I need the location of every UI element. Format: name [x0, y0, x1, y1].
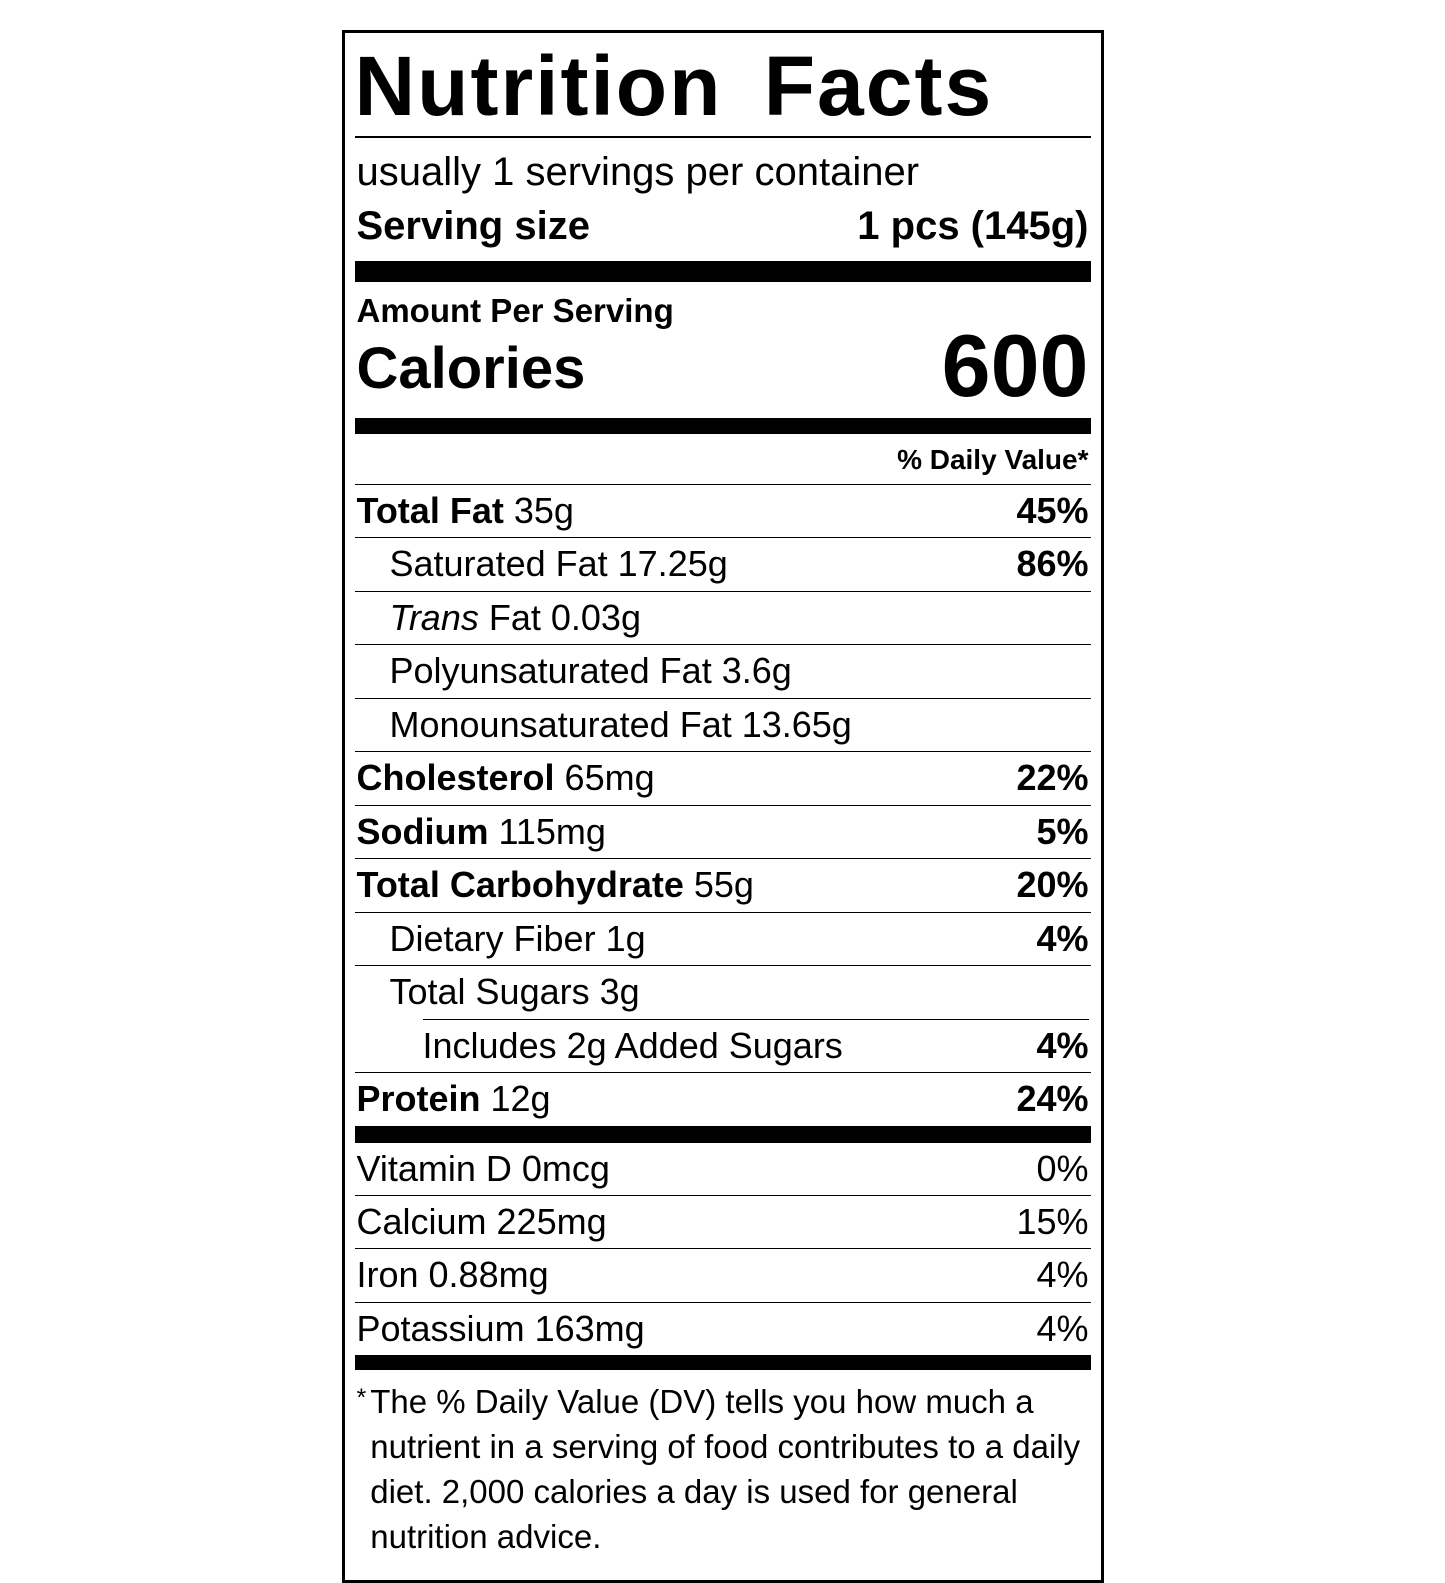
- footnote-asterisk: *: [356, 1384, 367, 1413]
- nutrient-name: Iron 0.88mg: [356, 1254, 549, 1296]
- label-title: Nutrition Facts: [354, 39, 994, 133]
- nutrient-name: Saturated Fat 17.25g: [389, 543, 728, 585]
- nutrient-name: Total Fat 35g: [356, 489, 574, 531]
- nutrient-row: Monounsaturated Fat 13.65g: [354, 697, 1091, 751]
- thick-bar-calories: [354, 417, 1091, 434]
- nutrient-row: Potassium 163mg 4%: [354, 1301, 1091, 1355]
- nutrient-row: Iron 0.88mg 4%: [354, 1248, 1091, 1301]
- nutrient-name: Cholesterol 65mg: [356, 757, 655, 799]
- serving-size-value: 1 pcs (145g): [857, 203, 1089, 248]
- nutrient-row: Sodium 115mg 5%: [354, 804, 1091, 858]
- nutrient-row: Protein 12g 24%: [354, 1072, 1091, 1125]
- footnote: * The % Daily Value (DV) tells you how m…: [355, 1370, 1091, 1564]
- daily-value: 4%: [1036, 1307, 1089, 1349]
- nutrient-name: Dietary Fiber 1g: [389, 917, 646, 959]
- thick-bar-protein: [354, 1125, 1091, 1143]
- daily-value: 15%: [1016, 1200, 1089, 1242]
- daily-value: 0%: [1036, 1147, 1089, 1189]
- daily-value: 45%: [1016, 489, 1089, 531]
- nutrition-facts-label: Nutrition Facts usually 1 servings per c…: [341, 30, 1104, 1583]
- nutrient-name: Sodium 115mg: [356, 810, 606, 852]
- nutrient-name: Polyunsaturated Fat 3.6g: [389, 650, 792, 692]
- thick-bar-top: [354, 260, 1091, 282]
- nutrient-row: Cholesterol 65mg 22%: [354, 751, 1091, 804]
- nutrient-row: Dietary Fiber 1g 4%: [354, 911, 1091, 965]
- nutrient-name: Total Sugars 3g: [389, 971, 640, 1013]
- daily-value: 4%: [1036, 1254, 1089, 1296]
- daily-value: 4%: [1036, 917, 1089, 959]
- calories-label: Calories: [356, 335, 586, 401]
- nutrient-name: Potassium 163mg: [356, 1307, 645, 1349]
- nutrient-row: Trans Fat 0.03g: [354, 590, 1091, 644]
- nutrient-name: Trans Fat 0.03g: [389, 596, 641, 638]
- calories-value: 600: [941, 315, 1089, 415]
- daily-value: 20%: [1016, 864, 1089, 906]
- serving-size-label: Serving size: [356, 203, 590, 248]
- nutrient-rows: Total Fat 35g 45% Saturated Fat 17.25g 86% T…: [354, 485, 1091, 1126]
- nutrient-row: Total Sugars 3g: [354, 965, 1091, 1018]
- nutrient-name: Calcium 225mg: [356, 1200, 607, 1242]
- daily-value: 22%: [1016, 757, 1089, 799]
- nutrient-name: Includes 2g Added Sugars: [422, 1024, 843, 1066]
- daily-value: 24%: [1016, 1078, 1089, 1120]
- nutrient-name: Vitamin D 0mcg: [356, 1147, 610, 1189]
- nutrient-row: Calcium 225mg 15%: [354, 1194, 1091, 1248]
- nutrient-name: Total Carbohydrate 55g: [356, 864, 754, 906]
- thick-bar-bottom: [354, 1355, 1091, 1371]
- daily-value: 4%: [1036, 1024, 1089, 1066]
- micronutrient-rows: Vitamin D 0mcg 0% Calcium 225mg 15% Iron 0.8…: [354, 1143, 1091, 1356]
- nutrient-row: Total Fat 35g 45%: [355, 485, 1091, 537]
- footnote-text: The % Daily Value (DV) tells you how muc…: [370, 1383, 1081, 1555]
- daily-value-header: % Daily Value*: [354, 434, 1091, 485]
- nutrient-name: Protein 12g: [356, 1078, 551, 1120]
- daily-value: 86%: [1016, 543, 1089, 585]
- page: Nutrition Facts usually 1 servings per c…: [0, 30, 1445, 1583]
- nutrient-row: Includes 2g Added Sugars 4%: [355, 1018, 1091, 1072]
- servings-per-container: usually 1 servings per container: [356, 149, 920, 194]
- nutrient-row: Vitamin D 0mcg 0%: [355, 1143, 1091, 1195]
- daily-value: 5%: [1036, 810, 1089, 852]
- amount-per-serving-label: Amount Per Serving: [356, 291, 674, 329]
- calories-row: Calories 600: [355, 315, 1091, 415]
- serving-size-row: Serving size 1 pcs (145g): [355, 198, 1091, 261]
- nutrient-name: Monounsaturated Fat 13.65g: [389, 703, 852, 745]
- nutrient-row: Total Carbohydrate 55g 20%: [354, 858, 1091, 911]
- nutrient-row: Saturated Fat 17.25g 86%: [354, 537, 1091, 590]
- nutrient-row: Polyunsaturated Fat 3.6g: [354, 644, 1091, 697]
- title-divider: [354, 135, 1091, 138]
